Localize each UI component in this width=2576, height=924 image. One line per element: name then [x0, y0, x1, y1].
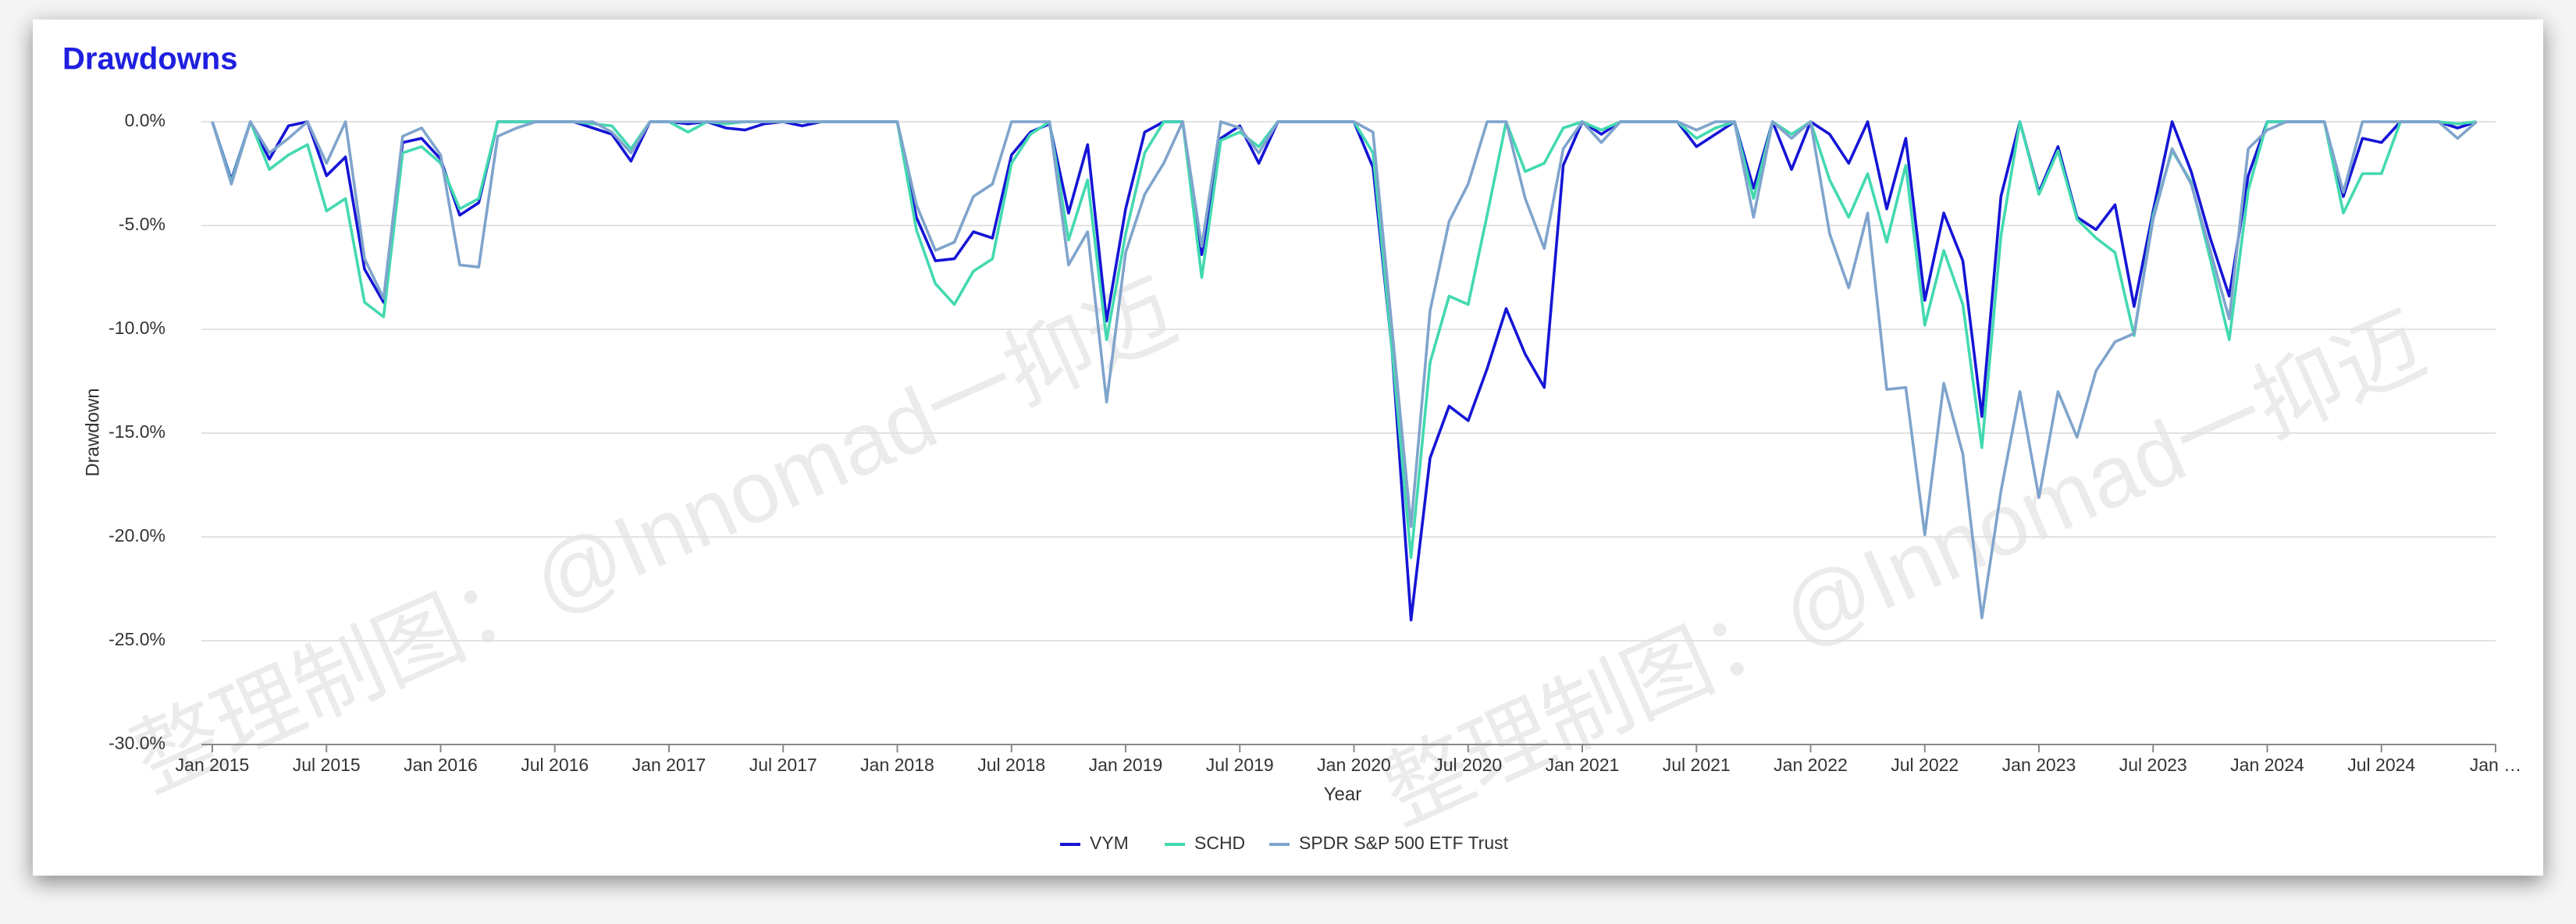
x-tick-label: Jan 2023: [2002, 755, 2076, 775]
x-tick-label: Jan 2019: [1089, 755, 1163, 775]
series-line: [211, 120, 2478, 620]
x-tick-label: Jul 2017: [749, 755, 817, 775]
x-tick-label: Jan 2015: [176, 755, 250, 775]
x-tick-label: Jan …: [2470, 755, 2521, 775]
legend-label: SPDR S&P 500 ETF Trust: [1299, 833, 1509, 853]
y-tick-label: 0.0%: [125, 110, 165, 130]
x-tick-label: Jul 2018: [977, 755, 1045, 775]
watermark: 整理制图：@Innomad一抑迈: [119, 262, 1190, 810]
legend-label: VYM: [1090, 833, 1129, 853]
x-tick-label: Jan 2017: [632, 755, 706, 775]
x-tick-label: Jan 2022: [1774, 755, 1848, 775]
x-tick-label: Jul 2015: [293, 755, 361, 775]
legend-label: SCHD: [1194, 833, 1245, 853]
y-tick-label: -10.0%: [109, 318, 165, 338]
y-tick-label: -5.0%: [119, 214, 165, 234]
x-tick-label: Jan 2020: [1317, 755, 1391, 775]
y-tick-label: -30.0%: [109, 733, 165, 753]
y-axis-title: Drawdown: [82, 388, 103, 476]
x-tick-label: Jul 2021: [1663, 755, 1731, 775]
x-tick-label: Jan 2016: [404, 755, 478, 775]
x-tick-label: Jan 2024: [2230, 755, 2304, 775]
chart-title: Drawdowns: [62, 42, 237, 76]
y-tick-label: -20.0%: [109, 525, 165, 546]
x-tick-label: Jul 2022: [1891, 755, 1959, 775]
x-tick-label: Jul 2024: [2347, 755, 2415, 775]
y-tick-label: -25.0%: [109, 629, 165, 649]
x-tick-label: Jul 2019: [1206, 755, 1274, 775]
x-tick-label: Jul 2023: [2119, 755, 2187, 775]
x-tick-label: Jul 2016: [521, 755, 589, 775]
x-tick-label: Jan 2018: [860, 755, 934, 775]
x-axis-title: Year: [1324, 784, 1362, 805]
chart-card: [33, 20, 2543, 876]
x-tick-label: Jan 2021: [1546, 755, 1620, 775]
x-tick-label: Jul 2020: [1434, 755, 1502, 775]
y-tick-label: -15.0%: [109, 421, 165, 442]
